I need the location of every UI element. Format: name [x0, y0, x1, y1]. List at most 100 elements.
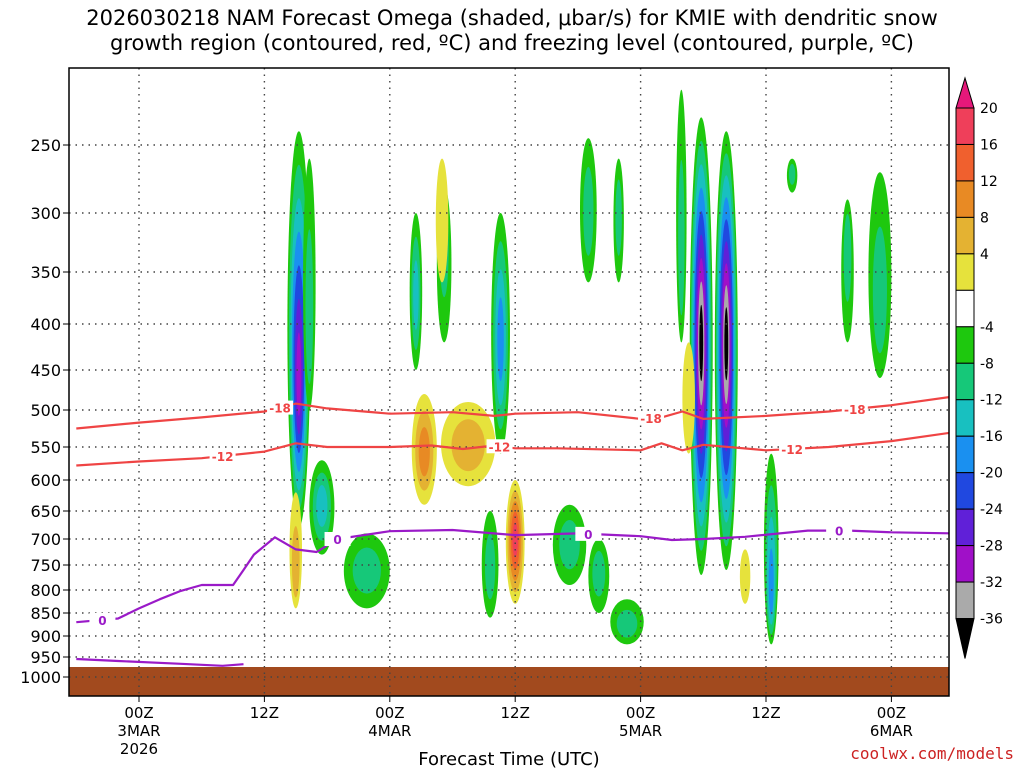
omega-cell-9-level--8: [592, 550, 606, 597]
x-tick-label-0: 00Z: [124, 704, 153, 722]
y-tick-label-700: 700: [30, 530, 61, 549]
x-tick-label-24: 00Z: [375, 704, 404, 722]
y-tick-label-300: 300: [30, 204, 61, 223]
colorbar-label--24: -24: [980, 502, 1003, 518]
colorbar-swatch-12: [955, 545, 975, 583]
colorbar-swatch-4: [955, 253, 975, 291]
y-tick-label-500: 500: [30, 401, 61, 420]
colorbar-swatch-5: [955, 289, 975, 328]
title-line-1: 2026030218 NAM Forecast Omega (shaded, μ…: [86, 6, 938, 30]
omega-cell-6-level--16: [497, 297, 504, 382]
y-tick-label-850: 850: [30, 604, 61, 623]
omega-cell-22-level-8: [451, 419, 485, 472]
contour-0-2: [76, 657, 244, 667]
x-tick-sublabel-24: 4MAR: [368, 722, 411, 740]
contour--18-0: [76, 396, 949, 430]
x-tick-label-48: 00Z: [626, 704, 655, 722]
x-tick-year-0: 2026: [120, 740, 158, 758]
omega-cell-16-level--16: [768, 548, 774, 615]
omega-cell-24-level-4: [435, 158, 449, 283]
contour-label-bg-5: [779, 441, 806, 456]
omega-cell-19-level--8: [788, 163, 796, 185]
colorbar-swatch-8: [955, 399, 975, 437]
y-tick-label-900: 900: [30, 627, 61, 646]
x-tick-label-60: 12Z: [751, 704, 780, 722]
omega-cell-21-level-12: [418, 427, 430, 477]
colorbar-label--12: -12: [980, 393, 1003, 409]
contour-label-bg-3: [209, 449, 236, 464]
contour-label-bg-2: [841, 401, 868, 416]
omega-cell-26-level-4: [739, 549, 751, 604]
surface-terrain: [69, 667, 949, 696]
y-tick-label-450: 450: [30, 361, 61, 380]
omega-cell-8-level--8: [559, 519, 580, 570]
contour-label-2: -18: [844, 403, 866, 417]
omega-cell-17-level--8: [872, 226, 887, 354]
colorbar-label--36: -36: [980, 612, 1003, 628]
colorbar-label--32: -32: [980, 575, 1003, 591]
x-tick-sublabel-48: 5MAR: [619, 722, 662, 740]
contour-label-bg-9: [826, 523, 853, 538]
plot-frame: [68, 67, 950, 697]
omega-cell-11-level--8: [583, 166, 594, 256]
contour-label-bg-4: [486, 439, 513, 454]
contour-label-8: 0: [584, 528, 592, 542]
omega-cell-20-level-8: [291, 526, 300, 598]
contour-label-3: -12: [212, 450, 234, 464]
omega-cell-7-level--8: [484, 533, 496, 600]
y-tick-label-650: 650: [30, 502, 61, 521]
y-tick-label-750: 750: [30, 556, 61, 575]
y-tick-label-250: 250: [30, 136, 61, 155]
colorbar-top-arrow: [955, 76, 975, 109]
contour-label-4: -12: [489, 440, 511, 454]
credit-text: coolwx.com/models: [850, 744, 1014, 763]
omega-cell-0-level--28: [296, 332, 302, 416]
colorbar-swatch-9: [955, 435, 975, 474]
contour-label-5: -12: [781, 443, 803, 457]
y-tick-label-600: 600: [30, 471, 61, 490]
contour-label-bg-8: [575, 526, 602, 541]
contour-label-bg-0: [267, 400, 294, 415]
colorbar-label-4: 4: [980, 247, 989, 263]
colorbar-swatch-3: [955, 216, 975, 255]
omega-cell-2-level--12: [316, 484, 328, 527]
colorbar-label-20: 20: [980, 101, 998, 117]
omega-cell-10-level--8: [616, 609, 638, 638]
y-tick-label-800: 800: [30, 581, 61, 600]
omega-cell-15-level--36: [724, 307, 729, 381]
colorbar-label-8: 8: [980, 210, 989, 226]
x-tick-label-36: 12Z: [501, 704, 530, 722]
contour--12-1: [76, 431, 949, 467]
contour-label-bg-1: [638, 411, 665, 426]
colorbar-swatch-1: [955, 143, 975, 182]
colorbar-label-16: 16: [980, 137, 998, 153]
contour-label-1: -18: [640, 412, 662, 426]
y-tick-label-1000: 1000: [20, 668, 61, 687]
contour-label-6: 0: [98, 614, 106, 628]
colorbar-label--28: -28: [980, 539, 1003, 555]
y-tick-label-350: 350: [30, 263, 61, 282]
omega-cell-18-level--8: [843, 213, 852, 302]
x-tick-label-12: 12Z: [250, 704, 279, 722]
plot-area: -18 -18 -18 -12 -12 -12 0 0 0 0: [69, 68, 949, 696]
colorbar: 20 16 12 8 4 -4 -8 -12 -16 -20 -24 -28 -32 -36: [955, 76, 1003, 659]
chart-title: 2026030218 NAM Forecast Omega (shaded, μ…: [0, 6, 1024, 56]
contour-label-bg-6: [89, 612, 116, 627]
colorbar-swatch-11: [955, 508, 975, 547]
x-tick-sublabel-72: 6MAR: [870, 722, 913, 740]
colorbar-label--4: -4: [980, 320, 994, 336]
omega-cell-12-level--8: [615, 179, 622, 256]
omega-cell-3-level--8: [352, 547, 381, 594]
x-tick-label-72: 00Z: [877, 704, 906, 722]
contour-label-0: -18: [269, 402, 291, 416]
colorbar-bottom-arrow: [955, 618, 975, 659]
x-tick-sublabel-0: 3MAR: [117, 722, 160, 740]
colorbar-label-12: 12: [980, 174, 998, 190]
omega-cell-23-level-20: [512, 522, 518, 558]
grid: [69, 68, 949, 696]
colorbar-swatch-13: [955, 581, 975, 620]
colorbar-label--16: -16: [980, 429, 1003, 445]
y-tick-label-400: 400: [30, 315, 61, 334]
omega-cell-4-level--12: [413, 260, 419, 330]
